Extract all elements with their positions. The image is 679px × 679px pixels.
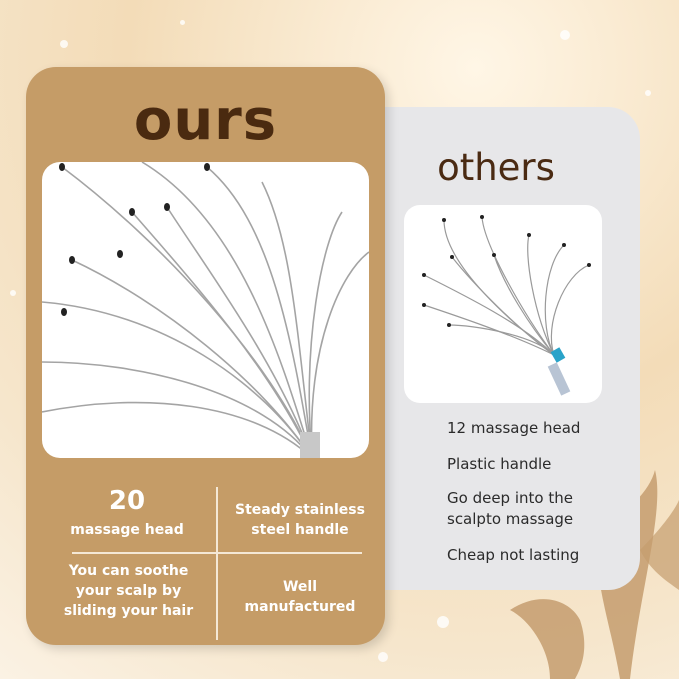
feature-head-count-label: massage head	[70, 522, 184, 538]
others-item-heads: 12 massage head	[447, 419, 581, 437]
grid-divider-vertical	[216, 487, 218, 640]
feature-head-count: 20	[108, 486, 146, 516]
sparkle	[437, 616, 449, 628]
sparkle	[378, 652, 388, 662]
sparkle	[60, 40, 68, 48]
grid-divider-horizontal	[72, 552, 362, 554]
sparkle	[10, 290, 16, 296]
feature-quality: Well manufactured	[244, 579, 356, 615]
feature-handle: Steady stainless steel handle	[235, 502, 365, 538]
ours-title: ours	[133, 88, 278, 153]
sparkle	[560, 30, 570, 40]
others-title: others	[437, 146, 555, 189]
others-item-depth: Go deep into the scalpto massage	[447, 489, 574, 528]
whisk-scalp-massager-image-icon	[42, 162, 369, 458]
others-item-handle: Plastic handle	[447, 455, 552, 473]
ours-product-image	[42, 162, 369, 458]
others-product-image	[404, 205, 602, 403]
others-item-durability: Cheap not lasting	[447, 546, 580, 564]
feature-soothe: You can soothe your scalp by sliding you…	[63, 563, 194, 619]
sparkle	[180, 20, 185, 25]
sparkle	[645, 90, 651, 96]
whisk-scalp-massager-image-icon	[422, 215, 591, 396]
